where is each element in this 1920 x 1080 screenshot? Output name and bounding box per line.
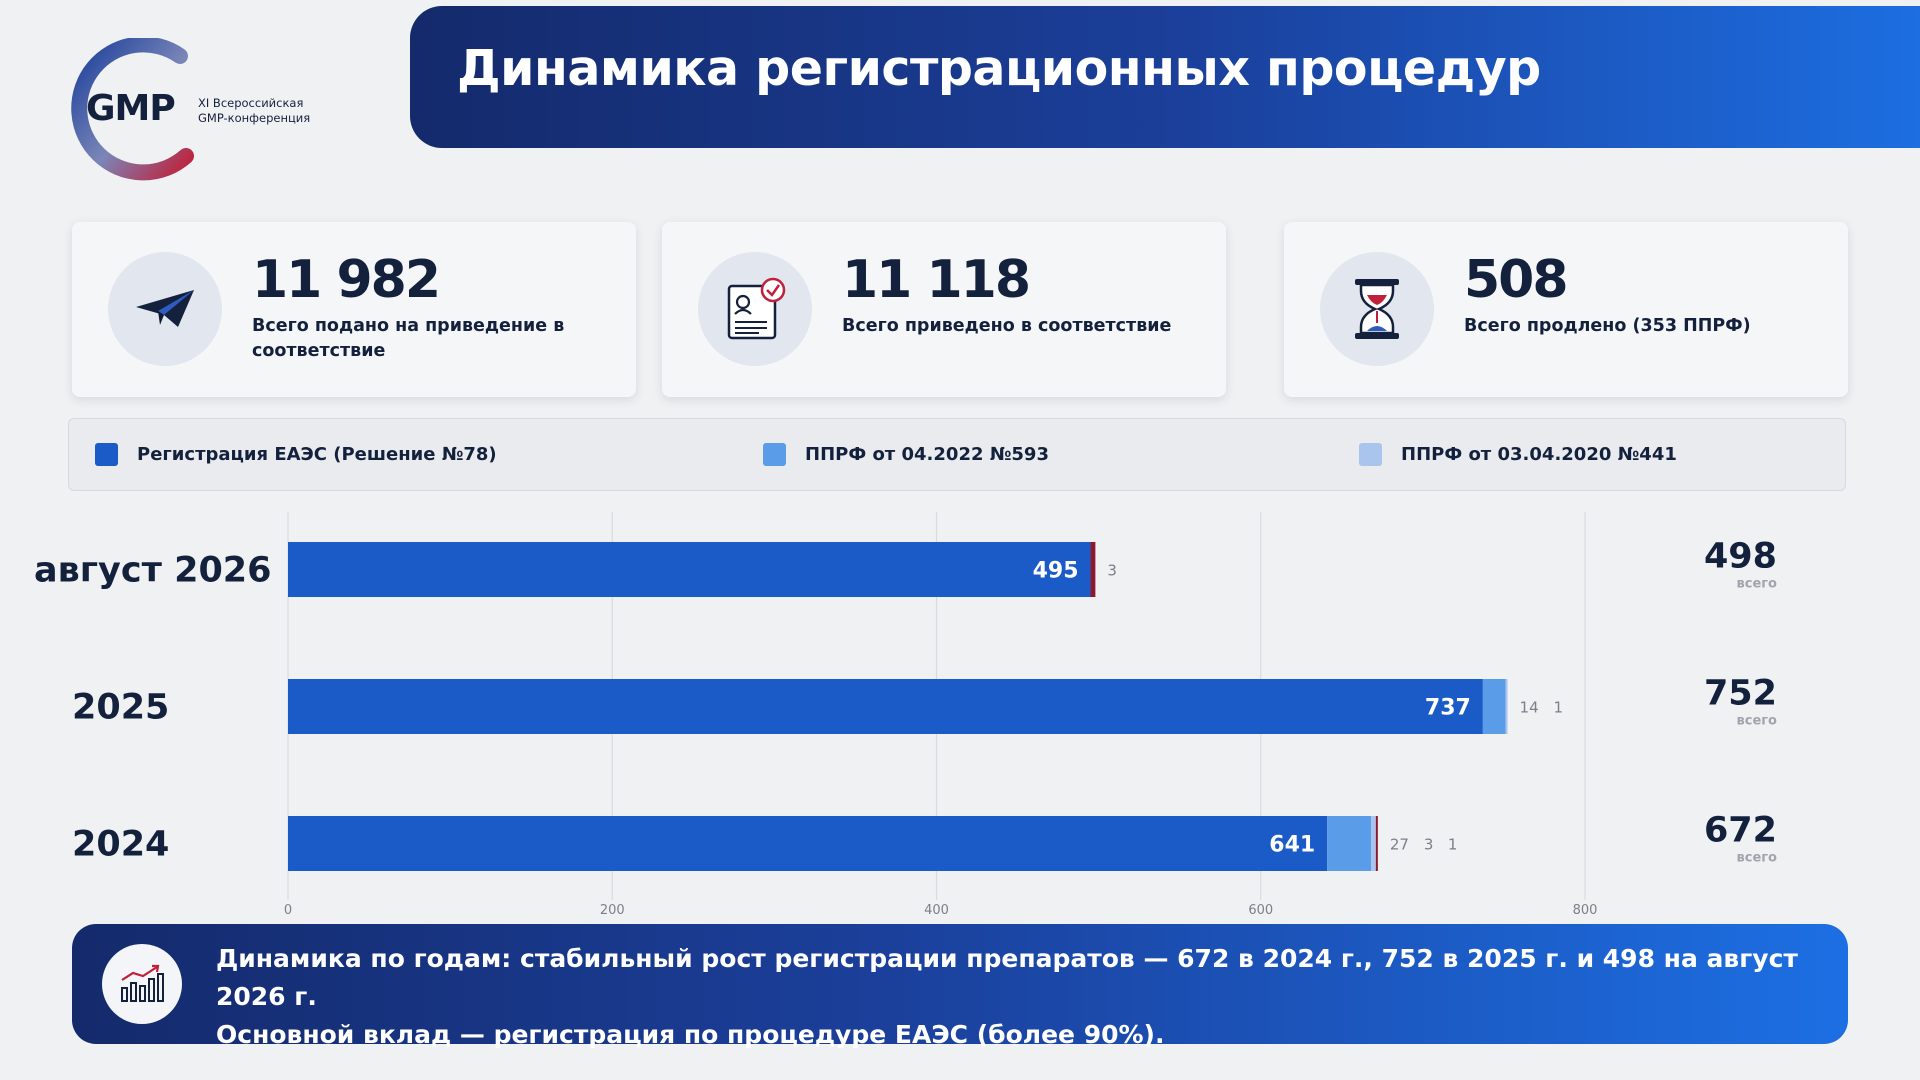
segment-value-label: 27	[1390, 836, 1409, 854]
banner-line-1: Динамика по годам: стабильный рост регис…	[216, 944, 1798, 1011]
legend-item-pprf-441: ППРФ от 03.04.2020 №441	[1359, 443, 1677, 466]
segment-value-label: 1	[1448, 836, 1458, 854]
logo-subtitle-line1: XI Всероссийская	[198, 96, 304, 110]
total-caption: всего	[1737, 851, 1778, 866]
bar-segment	[1505, 679, 1508, 734]
page-title: Динамика регистрационных процедур	[457, 40, 1541, 97]
segment-value-label: 3	[1424, 836, 1434, 854]
kpi-icon-circle	[1320, 252, 1434, 366]
bar-segment	[288, 542, 1091, 597]
conference-logo: GMP XI Всероссийская GMP-конференция	[58, 38, 358, 183]
growth-chart-icon	[121, 964, 164, 1002]
hourglass-icon	[1355, 279, 1399, 339]
registration-bar-chart: 0 200 400 600 800 август 2026 495 3 498 всего 2025…	[0, 500, 1920, 920]
chart-legend: Регистрация ЕАЭС (Решение №78) ППРФ от 0…	[68, 418, 1846, 491]
bar-value-label: 737	[1425, 696, 1471, 721]
kpi-label: Всего приведено в соответствие	[842, 316, 1172, 336]
kpi-value: 11 118	[842, 250, 1031, 310]
title-banner: Динамика регистрационных процедур	[410, 6, 1920, 148]
category-label: август 2026	[34, 551, 272, 591]
kpi-label: Всего продлено (353 ППРФ)	[1464, 316, 1751, 336]
segment-value-label: 3	[1107, 562, 1117, 580]
legend-item-pprf-593: ППРФ от 04.2022 №593	[763, 443, 1049, 466]
total-caption: всего	[1737, 714, 1778, 729]
x-tick-label: 800	[1573, 903, 1598, 918]
legend-item-eaeu: Регистрация ЕАЭС (Решение №78)	[95, 443, 497, 466]
banner-text: Динамика по годам: стабильный рост регис…	[216, 940, 1836, 1054]
x-tick-label: 200	[600, 903, 625, 918]
legend-swatch	[763, 443, 786, 466]
legend-swatch	[95, 443, 118, 466]
legend-label: ППРФ от 03.04.2020 №441	[1401, 444, 1677, 465]
kpi-icon-circle	[108, 252, 222, 366]
total-value: 672	[1704, 811, 1777, 851]
bar-segment	[288, 816, 1328, 871]
kpi-card-compliant: 11 118 Всего приведено в соответствие	[662, 222, 1226, 397]
kpi-card-extended: 508 Всего продлено (353 ППРФ)	[1284, 222, 1848, 397]
kpi-card-submitted: 11 982 Всего подано на приведение в соот…	[72, 222, 636, 397]
document-check-icon	[727, 277, 786, 340]
bar-value-label: 495	[1033, 559, 1079, 584]
legend-swatch	[1359, 443, 1382, 466]
kpi-value: 11 982	[252, 250, 441, 310]
bar-segment	[1482, 679, 1506, 734]
x-tick-label: 600	[1248, 903, 1273, 918]
bar-segment	[1375, 816, 1378, 871]
total-value: 752	[1704, 674, 1777, 714]
total-value: 498	[1704, 537, 1777, 577]
segment-value-label: 14	[1520, 699, 1539, 717]
category-label: 2025	[72, 688, 169, 728]
bar-value-label: 641	[1269, 833, 1315, 858]
bar-segment	[288, 679, 1483, 734]
segment-value-label: 1	[1554, 699, 1564, 717]
category-label: 2024	[72, 825, 169, 865]
paper-plane-icon	[136, 290, 194, 327]
logo-ring-icon	[71, 38, 194, 181]
legend-label: Регистрация ЕАЭС (Решение №78)	[137, 444, 497, 465]
bar-segment	[1370, 816, 1376, 871]
legend-label: ППРФ от 04.2022 №593	[805, 444, 1049, 465]
summary-banner: Динамика по годам: стабильный рост регис…	[72, 924, 1848, 1049]
banner-line-2: Основной вклад — регистрация по процедур…	[216, 1020, 1165, 1049]
x-tick-label: 400	[924, 903, 949, 918]
bar-segment	[1327, 816, 1371, 871]
kpi-label: Всего подано на приведение в соответстви…	[252, 316, 565, 361]
banner-icon-circle	[102, 944, 182, 1024]
total-caption: всего	[1737, 577, 1778, 592]
logo-mark: GMP	[86, 88, 176, 129]
bar-segment	[1090, 542, 1096, 597]
logo-subtitle-line2: GMP-конференция	[198, 111, 311, 125]
kpi-value: 508	[1464, 250, 1569, 310]
x-tick-label: 0	[284, 903, 292, 918]
logo-subtitle: XI Всероссийская GMP-конференция	[198, 96, 358, 126]
kpi-icon-circle	[698, 252, 812, 366]
